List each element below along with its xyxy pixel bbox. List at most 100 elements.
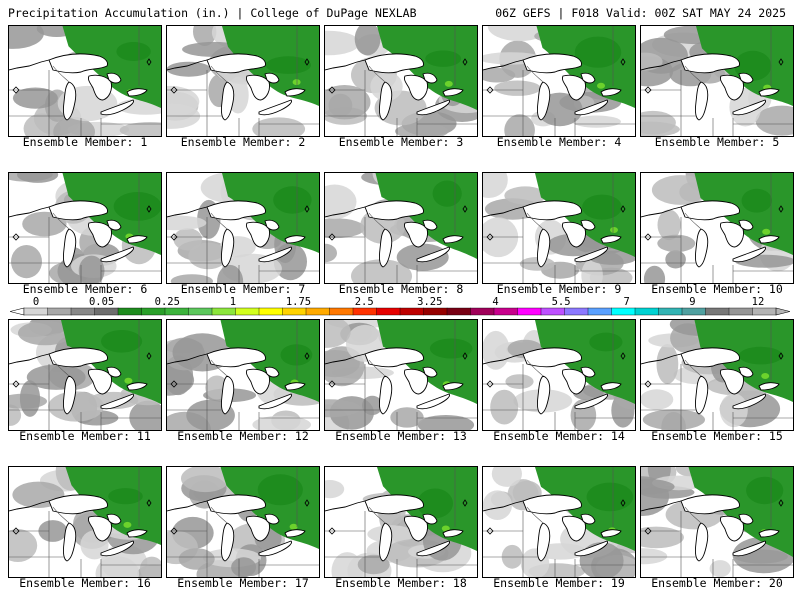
lake-outline — [574, 99, 608, 116]
ensemble-member-label: Ensemble Member: 7 — [180, 282, 306, 296]
ensemble-member-label: Ensemble Member: 6 — [22, 282, 148, 296]
lake-outline — [738, 219, 754, 231]
map-marker — [644, 380, 652, 388]
boundary-line — [368, 359, 386, 377]
light-precip-area — [483, 173, 508, 198]
lake-outline — [88, 221, 112, 248]
light-precip-area — [572, 115, 621, 128]
colorbar-tick-label: 2.5 — [355, 296, 374, 308]
light-precip-area — [657, 234, 696, 253]
moderate-precip-core — [589, 332, 623, 352]
colorbar-swatch — [658, 307, 683, 316]
light-precip-area — [119, 122, 161, 136]
boundary-line — [167, 353, 208, 365]
lake-outline — [738, 513, 754, 525]
lake-outline — [537, 522, 551, 562]
lake-outline — [600, 529, 622, 538]
colorbar-tick-label: 0.05 — [89, 296, 114, 308]
lake-outline — [732, 540, 766, 557]
colorbar-swatch — [70, 307, 95, 316]
boundary-line — [483, 353, 524, 365]
heavier-precip-spot — [289, 523, 298, 530]
moderate-precip-core — [280, 344, 313, 366]
ensemble-member-label: Ensemble Member: 12 — [177, 429, 309, 443]
boundary-line — [52, 65, 70, 83]
lake-outline — [106, 513, 122, 525]
lake-outline — [404, 368, 428, 395]
colorbar-swatch — [634, 307, 659, 316]
ensemble-member-label: Ensemble Member: 1 — [22, 135, 148, 149]
map-panel-member-9 — [482, 172, 636, 284]
moderate-precip-core — [582, 194, 622, 220]
precip-map — [9, 173, 161, 283]
boundary-line — [210, 212, 228, 230]
light-precip-area — [491, 467, 522, 487]
ensemble-member-label: Ensemble Member: 5 — [654, 135, 780, 149]
map-marker — [304, 58, 310, 66]
lake-outline — [106, 219, 122, 231]
moderate-precip-core — [746, 476, 784, 505]
lake-outline — [404, 74, 428, 101]
lake-outline — [580, 72, 596, 84]
lake-outline — [284, 235, 306, 244]
boundary-line — [9, 353, 50, 365]
precip-map — [325, 173, 477, 283]
boundary-line — [325, 206, 366, 218]
precip-map — [167, 320, 319, 430]
boundary-line — [483, 59, 524, 71]
light-precip-area — [325, 218, 365, 239]
moderate-precip-core — [586, 482, 634, 512]
light-precip-area — [48, 391, 104, 422]
light-precip-area — [188, 242, 229, 270]
map-marker — [170, 86, 178, 94]
ensemble-member-label: Ensemble Member: 15 — [651, 429, 783, 443]
map-marker — [778, 352, 784, 360]
run-valid-time: 06Z GEFS | F018 Valid: 00Z SAT MAY 24 20… — [495, 6, 786, 20]
map-marker — [778, 58, 784, 66]
light-precip-area — [505, 374, 534, 389]
light-precip-area — [641, 52, 663, 71]
map-marker — [170, 380, 178, 388]
moderate-precip-core — [265, 56, 311, 74]
lake-outline — [63, 81, 77, 121]
map-marker — [12, 527, 20, 535]
colorbar-tick-label: 9 — [689, 296, 695, 308]
colorbar-swatch — [493, 307, 518, 316]
light-precip-area — [504, 114, 535, 136]
ensemble-member-label: Ensemble Member: 4 — [496, 135, 622, 149]
map-panel-member-17 — [166, 466, 320, 578]
lake-outline — [416, 246, 450, 263]
lake-outline — [720, 368, 744, 395]
light-precip-area — [193, 26, 217, 46]
map-panel-member-7 — [166, 172, 320, 284]
map-marker — [778, 499, 784, 507]
light-precip-area — [656, 344, 679, 384]
colorbar-tick-label: 0.25 — [155, 296, 180, 308]
precip-map — [325, 26, 477, 136]
map-panel-member-11 — [8, 319, 162, 431]
ensemble-member-label: Ensemble Member: 3 — [338, 135, 464, 149]
colorbar-swatch — [329, 307, 354, 316]
map-marker — [170, 233, 178, 241]
map-marker — [146, 499, 152, 507]
light-precip-area — [483, 67, 516, 83]
lake-outline — [680, 494, 740, 515]
lake-outline — [695, 228, 709, 268]
moderate-precip-core — [574, 36, 622, 68]
light-precip-area — [181, 467, 230, 493]
lake-outline — [48, 53, 108, 74]
light-precip-area — [19, 380, 41, 417]
ensemble-member-label: Ensemble Member: 14 — [493, 429, 625, 443]
precip-map — [641, 467, 793, 577]
map-marker — [12, 380, 20, 388]
moderate-precip-core — [738, 346, 783, 365]
moderate-precip-core — [741, 188, 772, 213]
lake-outline — [100, 393, 134, 410]
lake-outline — [258, 246, 292, 263]
light-precip-area — [173, 228, 203, 251]
moderate-precip-core — [417, 488, 453, 519]
lake-outline — [600, 88, 622, 97]
map-marker — [328, 527, 336, 535]
lake-outline — [221, 522, 235, 562]
boundary-line — [641, 500, 682, 512]
